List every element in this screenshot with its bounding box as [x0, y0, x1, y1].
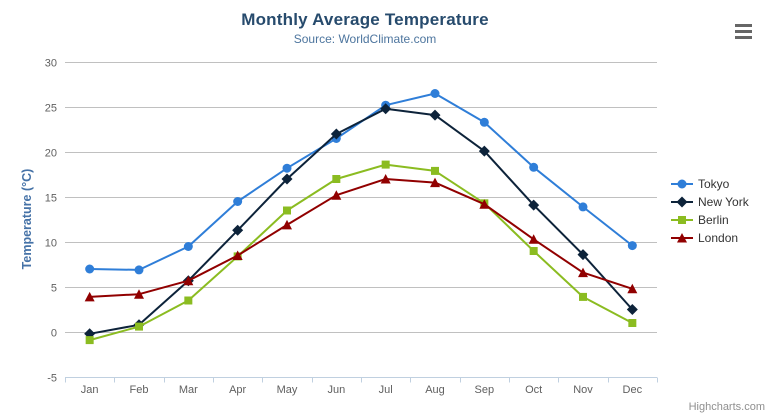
chart-title: Monthly Average Temperature	[241, 10, 489, 29]
x-axis-label: Nov	[573, 384, 593, 396]
marker-square-icon[interactable]	[135, 322, 143, 331]
marker-diamond-icon[interactable]	[577, 249, 589, 261]
x-axis-label: Mar	[179, 384, 198, 396]
marker-square-icon[interactable]	[283, 206, 291, 215]
marker-square-icon[interactable]	[184, 296, 193, 305]
legend-square-icon	[671, 216, 693, 224]
legend-diamond-icon	[671, 196, 693, 208]
marker-diamond-icon[interactable]	[478, 145, 490, 157]
legend-label: New York	[698, 195, 749, 209]
y-axis-label: 30	[45, 58, 57, 70]
marker-circle-icon[interactable]	[134, 265, 144, 275]
y-axis-label: 5	[51, 283, 57, 295]
x-axis-label: Apr	[229, 384, 246, 396]
series-line-tokyo	[88, 92, 634, 271]
chart-subtitle: Source: WorldClimate.com	[293, 32, 437, 46]
marker-square-icon[interactable]	[85, 336, 94, 345]
x-axis-label: Feb	[130, 384, 149, 396]
marker-triangle-icon[interactable]	[331, 190, 342, 200]
x-axis-label: Jan	[81, 384, 99, 396]
marker-diamond-icon[interactable]	[330, 128, 342, 140]
y-axis-label: 25	[45, 103, 57, 115]
marker-circle-icon[interactable]	[430, 89, 440, 98]
series-line-berlin	[88, 163, 634, 342]
hamburger-menu-icon	[735, 36, 752, 39]
marker-square-icon[interactable]	[431, 166, 439, 175]
y-axis-label: 10	[45, 238, 57, 250]
marker-triangle-icon[interactable]	[84, 291, 95, 302]
legend: Tokyo New York Berlin London	[671, 177, 749, 245]
marker-triangle-icon[interactable]	[578, 267, 588, 278]
marker-diamond-icon[interactable]	[528, 199, 540, 211]
marker-diamond-icon[interactable]	[626, 304, 638, 315]
marker-square-icon[interactable]	[628, 319, 637, 327]
legend-item-berlin[interactable]: Berlin	[671, 213, 749, 227]
marker-circle-icon[interactable]	[183, 242, 193, 251]
x-axis-label: Aug	[425, 384, 445, 396]
legend-label: Berlin	[698, 213, 729, 227]
hamburger-menu-icon	[735, 30, 752, 33]
x-axis-label: Oct	[525, 384, 542, 396]
marker-diamond-icon[interactable]	[232, 224, 244, 236]
marker-triangle-icon[interactable]	[479, 199, 490, 209]
series-london	[84, 174, 638, 302]
legend-triangle-icon	[671, 233, 693, 243]
marker-square-icon[interactable]	[332, 175, 341, 183]
y-axis-label: 20	[45, 148, 57, 160]
marker-circle-icon[interactable]	[578, 202, 588, 212]
marker-square-icon[interactable]	[381, 160, 390, 169]
series-new-york	[84, 103, 638, 340]
y-axis-label: -5	[47, 373, 57, 385]
marker-triangle-icon[interactable]	[232, 250, 243, 261]
marker-diamond-icon[interactable]	[281, 173, 293, 185]
marker-diamond-icon	[676, 196, 688, 208]
x-axis-label: May	[277, 384, 298, 396]
legend-item-tokyo[interactable]: Tokyo	[671, 177, 749, 191]
legend-label: London	[698, 231, 739, 245]
marker-triangle-icon[interactable]	[430, 177, 440, 188]
marker-triangle-icon[interactable]	[183, 275, 194, 286]
series-line-london	[88, 178, 634, 298]
marker-square-icon	[678, 216, 686, 224]
series-line-new-york	[88, 107, 634, 335]
marker-circle-icon[interactable]	[529, 162, 539, 172]
y-axis-label: 0	[51, 328, 57, 340]
marker-diamond-icon[interactable]	[429, 109, 441, 121]
marker-triangle-icon[interactable]	[528, 234, 539, 244]
marker-circle-icon	[677, 179, 687, 189]
x-axis-label: Dec	[623, 384, 643, 396]
marker-square-icon[interactable]	[529, 247, 538, 255]
x-axis-label: Jul	[379, 384, 393, 396]
legend-item-new-york[interactable]: New York	[671, 195, 749, 209]
marker-triangle-icon[interactable]	[134, 289, 144, 299]
y-axis-label: 15	[45, 193, 57, 205]
legend-label: Tokyo	[698, 177, 730, 191]
marker-circle-icon[interactable]	[233, 197, 243, 206]
x-axis-label: Jun	[327, 384, 345, 396]
marker-circle-icon[interactable]	[85, 264, 95, 274]
export-menu-button[interactable]	[735, 24, 752, 39]
marker-square-icon[interactable]	[579, 292, 587, 301]
marker-circle-icon[interactable]	[627, 241, 637, 251]
marker-triangle-icon[interactable]	[282, 219, 292, 230]
x-axis-label: Sep	[475, 384, 495, 396]
legend-circle-icon	[671, 179, 693, 189]
marker-triangle-icon[interactable]	[380, 174, 391, 184]
marker-triangle-icon[interactable]	[627, 283, 638, 294]
marker-triangle-icon	[677, 233, 687, 243]
marker-circle-icon[interactable]	[479, 117, 489, 127]
credits-link[interactable]: Highcharts.com	[688, 401, 765, 413]
marker-circle-icon[interactable]	[282, 163, 292, 173]
hamburger-menu-icon	[735, 24, 752, 27]
legend-item-london[interactable]: London	[671, 231, 749, 245]
marker-diamond-icon[interactable]	[380, 103, 392, 115]
series-tokyo	[85, 89, 637, 275]
